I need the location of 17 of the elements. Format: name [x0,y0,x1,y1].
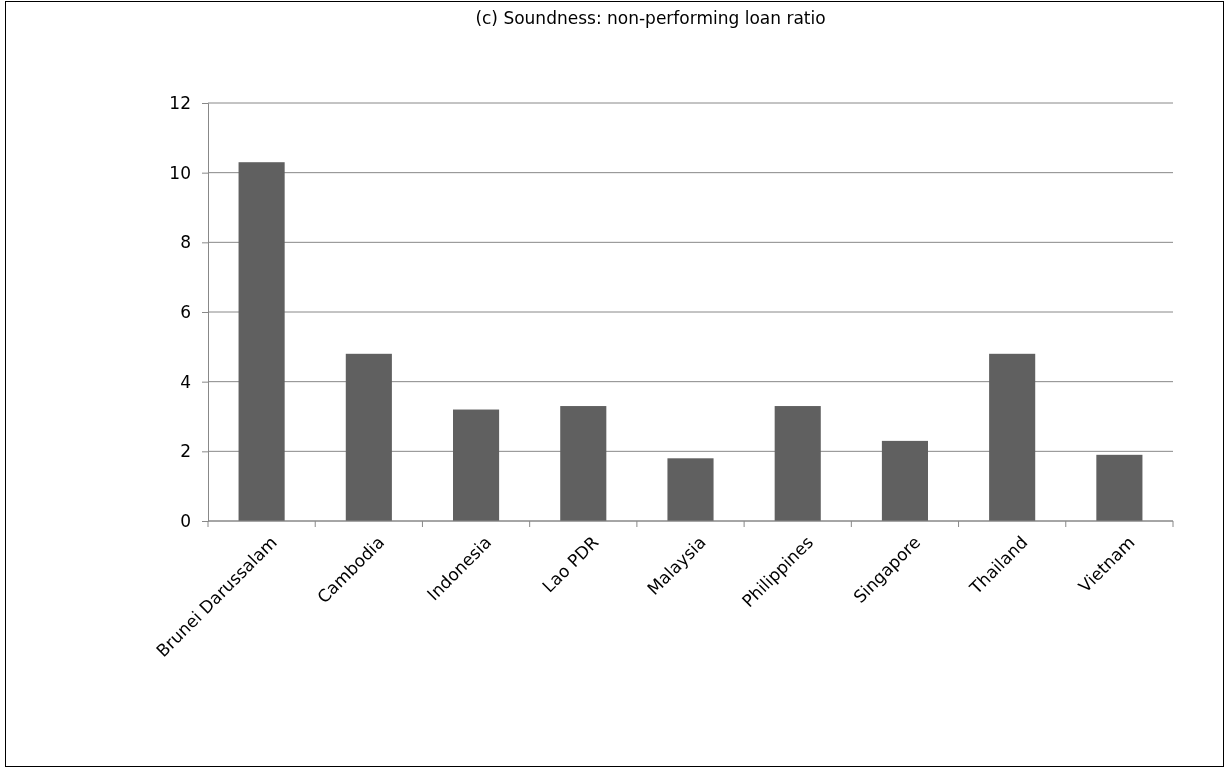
y-tick-label: 0 [180,510,191,531]
bar [881,440,928,521]
chart-title: (c) Soundness: non-performing loan ratio [475,8,826,28]
bar [1096,454,1143,521]
y-tick-label: 2 [180,441,191,462]
y-tick-label: 6 [180,301,191,322]
bar [238,162,285,521]
bar [560,406,607,521]
bar [989,353,1036,521]
bar [774,406,821,521]
y-tick-label: 4 [180,371,191,392]
bar [667,458,714,521]
y-tick-label: 12 [169,92,191,113]
y-tick-label: 10 [169,162,191,183]
bar [453,409,500,521]
y-tick-label: 8 [180,232,191,253]
bar [345,353,392,521]
